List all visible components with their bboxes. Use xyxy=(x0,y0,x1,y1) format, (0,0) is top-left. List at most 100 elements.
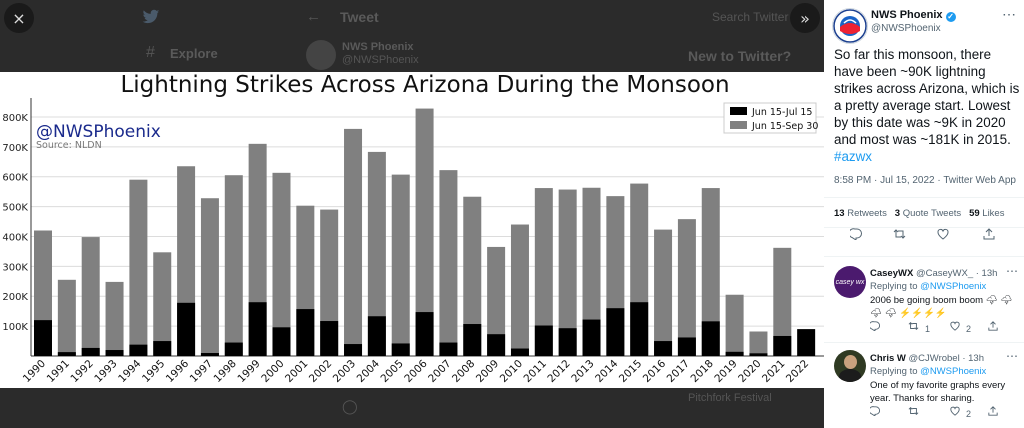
bar-2016-full-season xyxy=(654,229,673,356)
bar-1992-full-season xyxy=(81,237,100,356)
bar-1990-jun-jul xyxy=(34,320,52,356)
likes-stat[interactable]: 59 Likes xyxy=(969,208,1005,219)
retweets-stat[interactable]: 13 Retweets xyxy=(834,208,887,219)
reply-text: 2006 be going boom boom 🌩 🌩 🌩 🌩 ⚡⚡⚡⚡ xyxy=(870,295,1013,319)
bar-2002-full-season xyxy=(320,209,339,356)
reply-handle-time: @CJWrobel · 13h xyxy=(908,353,984,364)
divider xyxy=(824,227,1024,228)
bar-2006-jun-jul xyxy=(415,312,434,356)
mention-link[interactable]: @NWSPhoenix xyxy=(920,281,987,292)
like-icon[interactable] xyxy=(950,406,960,416)
divider xyxy=(824,197,1024,198)
y-tick-label: 300K xyxy=(2,262,28,273)
x-tick-label: 1994 xyxy=(116,357,144,385)
reply-header: Chris W @CJWrobel · 13h xyxy=(870,353,984,364)
chevron-right-icon: » xyxy=(800,8,810,28)
quote-tweets-stat[interactable]: 3 Quote Tweets xyxy=(894,208,962,219)
bar-2013-full-season xyxy=(582,187,601,356)
reply-more-icon[interactable]: ⋯ xyxy=(1006,349,1018,363)
reply-author-name[interactable]: Chris W xyxy=(870,353,906,364)
x-tick-label: 2007 xyxy=(426,358,453,385)
x-tick-label: 2018 xyxy=(688,358,715,385)
source-label: Source: NLDN xyxy=(36,140,102,151)
reply-author-name[interactable]: CaseyWX xyxy=(870,268,914,279)
legend-label: Jun 15-Sep 30 xyxy=(751,121,818,132)
bar-2015-jun-jul xyxy=(630,302,649,356)
bar-1991-jun-jul xyxy=(57,352,76,356)
bar-2011-jun-jul xyxy=(534,325,553,356)
x-tick-label: 2003 xyxy=(331,358,358,385)
x-tick-label: 1997 xyxy=(188,358,215,385)
like-icon[interactable] xyxy=(937,228,949,240)
y-tick-label: 500K xyxy=(2,203,28,214)
divider xyxy=(824,256,1024,257)
legend-swatch-full-season xyxy=(730,121,747,129)
x-tick-label: 2014 xyxy=(593,357,621,385)
x-tick-label: 2010 xyxy=(498,358,525,385)
retweet-icon[interactable] xyxy=(893,228,906,240)
divider xyxy=(824,342,1024,343)
retweet-icon[interactable] xyxy=(908,406,919,416)
bar-1993-full-season xyxy=(105,281,124,356)
bar-2021-full-season xyxy=(773,247,792,356)
chart-plot: 100K 200K 300K 400K 500K 600K 700K 800K 19901991… xyxy=(2,98,824,385)
bar-2018-jun-jul xyxy=(701,321,720,356)
close-icon: × xyxy=(12,8,26,28)
twitter-bird-icon xyxy=(142,9,160,25)
bar-2020-jun-jul xyxy=(749,353,768,356)
bar-2016-jun-jul xyxy=(654,341,673,356)
tweet-author-name[interactable]: NWS Phoenix ✓ xyxy=(871,9,956,22)
more-options-icon[interactable]: ⋯ xyxy=(1002,6,1016,22)
reply-avatar[interactable]: casey wx xyxy=(834,266,866,298)
background-search-placeholder: Search Twitter xyxy=(712,10,789,24)
tweet-author-handle[interactable]: @NWSPhoenix xyxy=(871,23,941,34)
nws-avatar[interactable] xyxy=(832,8,868,44)
hashtag-icon: # xyxy=(146,44,155,61)
bar-2003-jun-jul xyxy=(344,344,363,356)
x-tick-label: 2017 xyxy=(665,358,692,385)
x-tick-label: 2013 xyxy=(569,358,596,385)
share-icon[interactable] xyxy=(983,228,995,240)
bar-2000-full-season xyxy=(272,172,291,356)
bar-2002-jun-jul xyxy=(320,321,339,356)
x-tick-label: 1990 xyxy=(21,358,48,385)
x-tick-label: 1999 xyxy=(235,358,262,385)
bar-2010-full-season xyxy=(510,224,529,356)
close-viewer-button[interactable]: × xyxy=(4,3,34,33)
bar-2019-full-season xyxy=(725,294,744,356)
bar-2005-jun-jul xyxy=(391,343,410,356)
bar-2017-jun-jul xyxy=(677,337,696,356)
chart-image[interactable]: Lightning Strikes Across Arizona During … xyxy=(0,72,824,388)
bar-2000-jun-jul xyxy=(272,327,291,356)
bar-2010-jun-jul xyxy=(510,348,529,356)
retweet-icon[interactable] xyxy=(908,321,919,331)
bar-2012-full-season xyxy=(558,189,577,356)
background-author-handle: @NWSPhoenix xyxy=(342,54,419,66)
bar-1993-jun-jul xyxy=(105,350,124,356)
like-icon[interactable] xyxy=(950,321,960,331)
x-tick-label: 1993 xyxy=(92,358,119,385)
bar-2009-full-season xyxy=(487,246,506,356)
expand-panel-button[interactable]: » xyxy=(790,3,820,33)
y-tick-label: 700K xyxy=(2,143,28,154)
tweet-timestamp[interactable]: 8:58 PM · Jul 15, 2022 · Twitter Web App xyxy=(834,175,1016,186)
explore-link: Explore xyxy=(170,46,218,61)
reply-icon[interactable] xyxy=(870,406,880,416)
reply-avatar[interactable] xyxy=(834,350,866,382)
x-tick-label: 1998 xyxy=(212,358,239,385)
x-tick-label: 2000 xyxy=(259,358,286,385)
bar-2019-jun-jul xyxy=(725,351,744,356)
x-tick-label: 2002 xyxy=(307,358,334,385)
share-icon[interactable] xyxy=(988,321,998,331)
bar-2006-full-season xyxy=(415,108,434,356)
mention-link[interactable]: @NWSPhoenix xyxy=(920,366,987,377)
reply-icon[interactable] xyxy=(850,228,862,240)
bar-2005-full-season xyxy=(391,174,410,356)
x-tick-label: 1996 xyxy=(164,357,192,385)
reply-more-icon[interactable]: ⋯ xyxy=(1006,264,1018,278)
hashtag-link[interactable]: #azwx xyxy=(834,149,872,164)
back-arrow-icon: ← xyxy=(306,8,321,25)
bar-2011-full-season xyxy=(534,188,553,356)
reply-icon[interactable] xyxy=(870,321,880,331)
share-icon[interactable] xyxy=(988,406,998,416)
